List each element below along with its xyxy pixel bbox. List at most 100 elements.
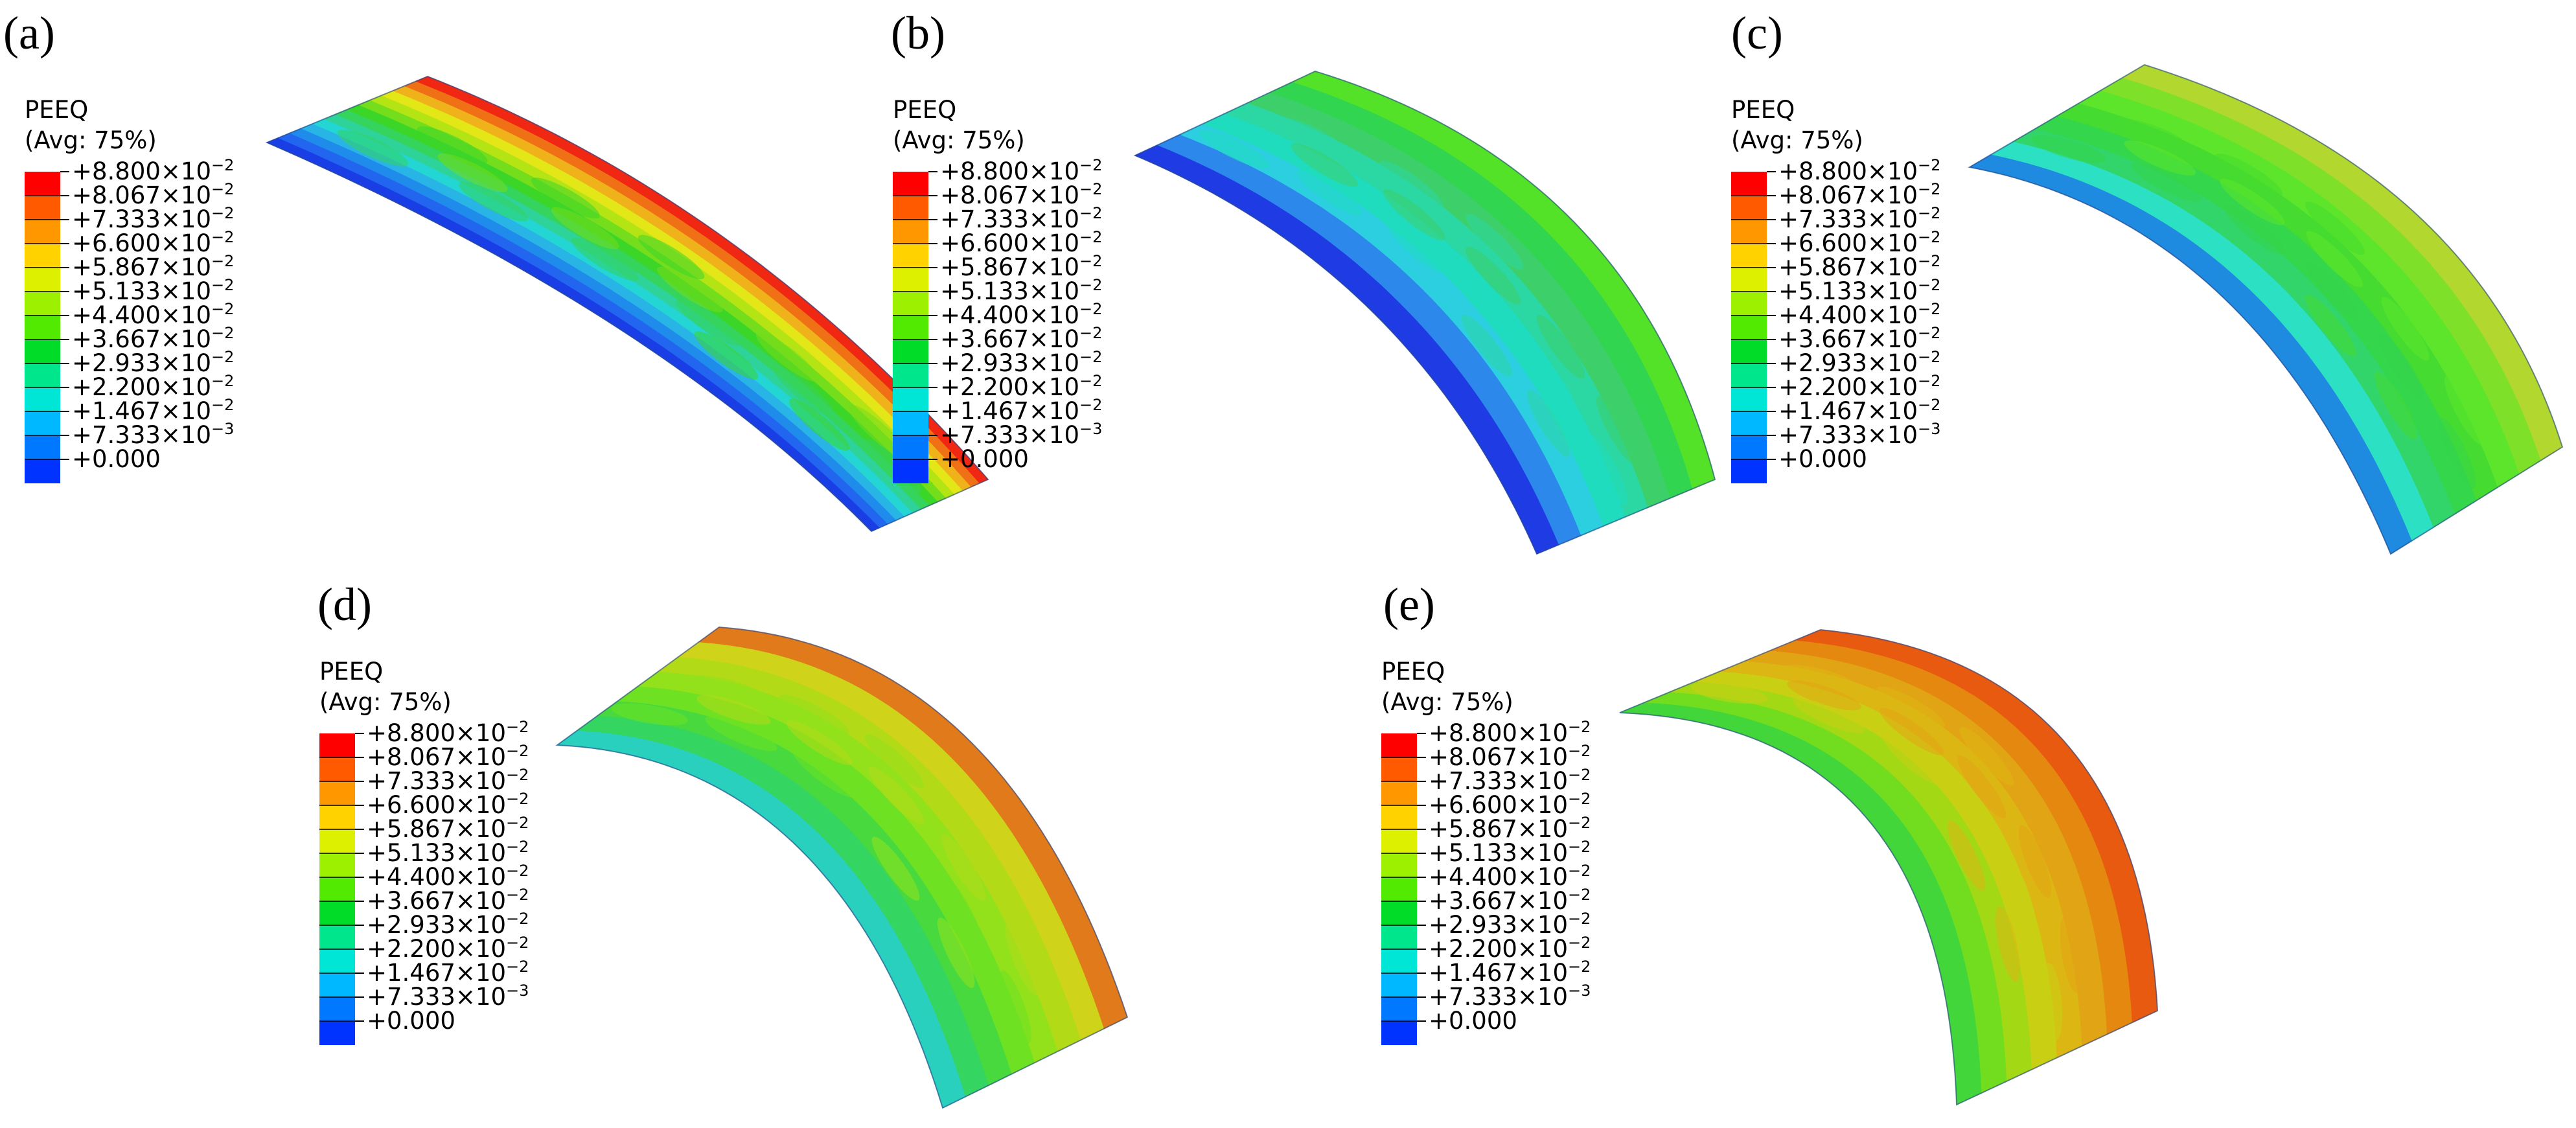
contour-plot [1968,63,2564,555]
legend-color-band [1381,877,1417,901]
legend-variable: PEEQ [1731,96,1795,124]
contour-patch [1589,435,1627,506]
legend-tick-label: +4.400×10−2 [72,300,234,329]
contour-patch [1383,189,1445,240]
legend-color-band [1731,196,1767,220]
contour-patch [1526,389,1570,457]
contour-patch [1880,731,1940,785]
legend-tick-label: +2.933×10−2 [367,910,529,939]
contour-patch [657,266,723,312]
legend-tick-label: +4.400×10−2 [1778,300,1940,329]
contour-patch [779,695,849,735]
shell-outline [1133,70,1716,555]
legend-color-band [1381,1021,1417,1045]
legend-tick-label: +3.667×10−2 [940,324,1102,353]
contour-patch [2381,297,2430,361]
legend-tick-label: +2.933×10−2 [72,348,234,377]
legend-variable: PEEQ [25,96,88,124]
contour-patch [2375,371,2417,440]
legend-color-band [319,949,355,973]
legend-color-band [1731,459,1767,483]
contour-patch [1793,697,1865,733]
legend-tick-label: +2.200×10−2 [1778,372,1940,401]
legend-color-band [25,435,60,459]
legend-color-band [1731,244,1767,268]
legend-color-band [1381,757,1417,781]
contour-patch [437,153,508,192]
legend-tick-label: +4.400×10−2 [367,862,529,891]
legend-tick-label: +7.333×10−2 [940,204,1102,233]
legend-tick-label: +8.800×10−2 [72,156,234,185]
legend-color-band [1381,901,1417,925]
contour-patch [792,748,855,798]
legend-color-band [319,925,355,949]
legend-tick-label: +1.467×10−2 [1778,396,1940,425]
contour-patch [2030,135,2106,163]
contour-patch [1291,143,1359,187]
legend-color-band [1731,435,1767,459]
contour-patch [1461,314,1512,377]
contour-patch [1379,161,1443,209]
legend-variable: PEEQ [893,96,956,124]
legend-averaging: (Avg: 75%) [1731,126,1863,154]
legend-color-band [893,316,928,340]
contour-patch [551,207,619,249]
contour-patch [687,674,763,701]
legend-tick-label: +8.800×10−2 [1778,156,1940,185]
contour-patch [2131,163,2202,202]
legend: PEEQ (Avg: 75%) +8.800×10−2+8.067×10−2+7… [25,96,234,483]
legend: PEEQ (Avg: 75%) +8.800×10−2+8.067×10−2+7… [893,96,1102,483]
contour-patch [871,836,920,901]
contour-patch [940,875,982,944]
legend-tick-label: +2.200×10−2 [367,934,529,963]
legend-tick-label: +5.867×10−2 [1429,814,1591,843]
contour-patch [1464,280,1517,340]
shell-outline [1619,628,2159,1106]
legend-averaging: (Avg: 75%) [893,126,1025,154]
legend-tick-label: +5.133×10−2 [72,276,234,305]
contour-patch [459,181,529,222]
contour-patch [868,766,924,824]
legend-color-band [319,1021,355,1045]
legend-color-band [893,363,928,387]
legend-color-band [1731,292,1767,316]
panel-a: (a) PEEQ (Avg: 75%) +8.800×10−2+8.067×10… [3,7,989,533]
legend-color-band [893,292,928,316]
legend-tick-label: +3.667×10−2 [1429,886,1591,915]
contour-patch [638,235,705,280]
contour-patch [1537,315,1585,379]
legend-tick-label: +7.333×10−2 [1429,766,1591,795]
contour-patch [1691,682,1768,704]
contour-patch [941,834,986,901]
panel-label: (d) [317,579,372,630]
legend-color-band [1381,949,1417,973]
contour-patch [694,331,758,380]
contour-patch [531,178,600,219]
legend-color-band [1381,997,1417,1021]
legend-color-band [1381,973,1417,997]
legend: PEEQ (Avg: 75%) +8.800×10−2+8.067×10−2+7… [319,658,529,1045]
contour-patch [1953,786,1997,854]
panel-label: (c) [1731,7,1783,59]
legend-color-band [25,459,60,483]
panel-label: (b) [891,7,945,59]
panel-b: (b) PEEQ (Avg: 75%) +8.800×10−2+8.067×10… [891,7,1716,555]
contour-patch [1465,246,1521,305]
legend-color-band [25,363,60,387]
legend-color-band [319,997,355,1021]
legend-tick-label: +6.600×10−2 [72,228,234,257]
legend-tick-label: +2.200×10−2 [1429,934,1591,963]
legend-color-band [25,220,60,244]
contour-patch [2115,118,2189,150]
legend-color-band [319,877,355,901]
legend-tick-label: +8.067×10−2 [367,742,529,771]
legend-tick-label: +7.333×10−3 [940,420,1102,449]
contour-patch [611,703,688,726]
legend-tick-label: +5.133×10−2 [1429,838,1591,867]
contour-patch [1466,214,1524,270]
legend-color-band [1731,172,1767,196]
contour-patch [755,332,819,382]
contour-patch [1879,708,1944,755]
legend-tick-label: +1.467×10−2 [367,958,529,987]
legend-color-band [1731,411,1767,435]
